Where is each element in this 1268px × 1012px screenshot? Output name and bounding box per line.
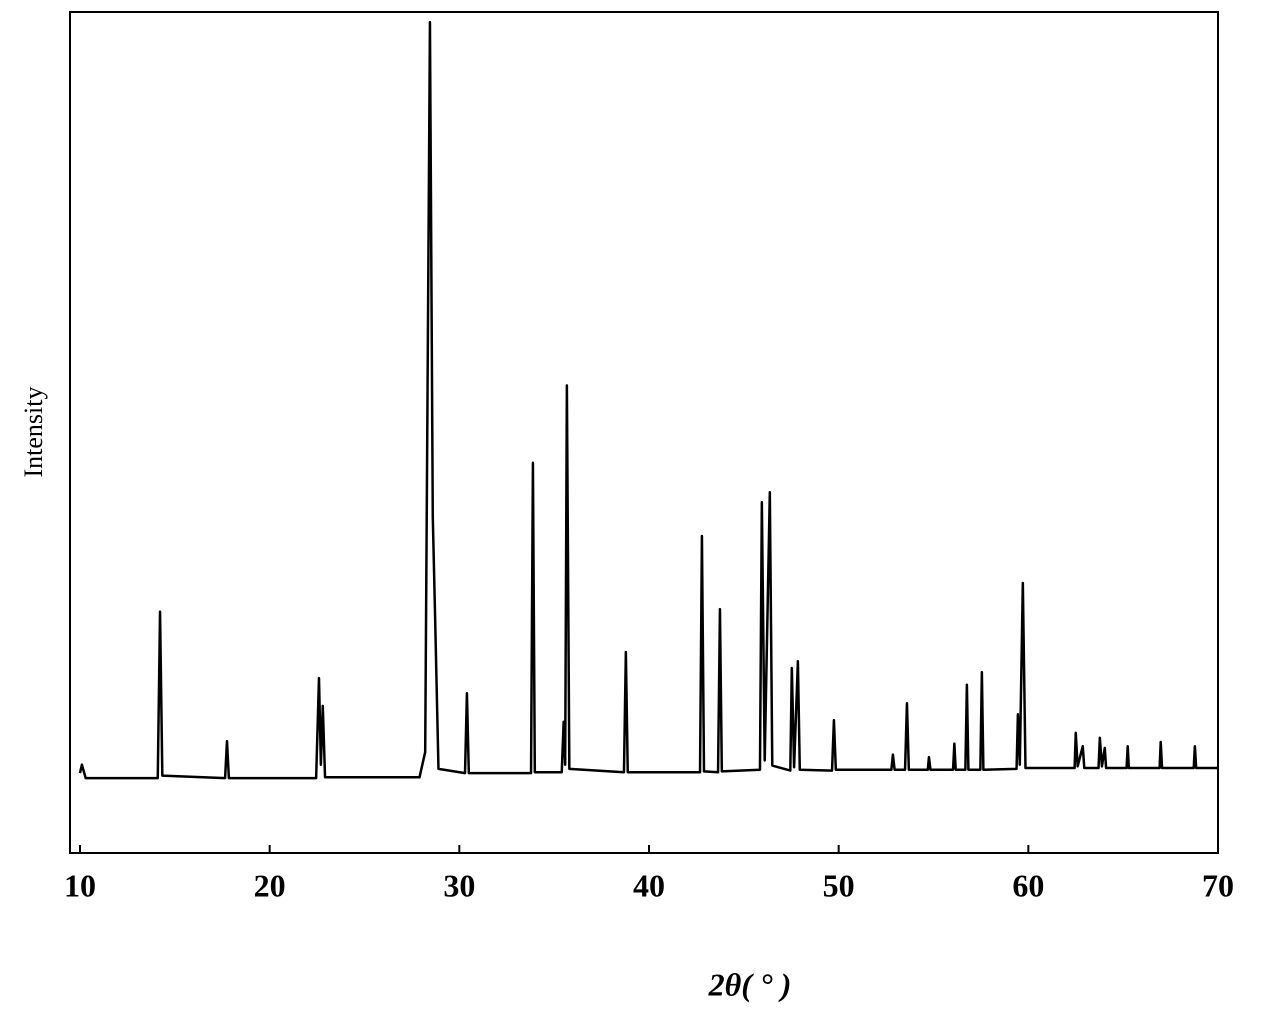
x-axis-label: 2θ( ° ): [708, 966, 792, 1002]
x-tick-label: 40: [633, 867, 665, 903]
x-tick-label: 50: [823, 867, 855, 903]
x-tick-label: 30: [443, 867, 475, 903]
x-tick-label: 10: [64, 867, 96, 903]
page: {"chart_data": {"type": "line", "x_label…: [0, 0, 1268, 1012]
y-axis-label: Intensity: [19, 387, 48, 478]
plot-frame: [70, 12, 1218, 853]
chart: Intensity 2θ( ° ) 10 20 30 40 50 60 70: [0, 0, 1268, 1012]
x-tick-label: 60: [1012, 867, 1044, 903]
diffraction-line: [80, 22, 1218, 778]
x-tick-label: 70: [1202, 867, 1234, 903]
x-tick-label: 20: [254, 867, 286, 903]
